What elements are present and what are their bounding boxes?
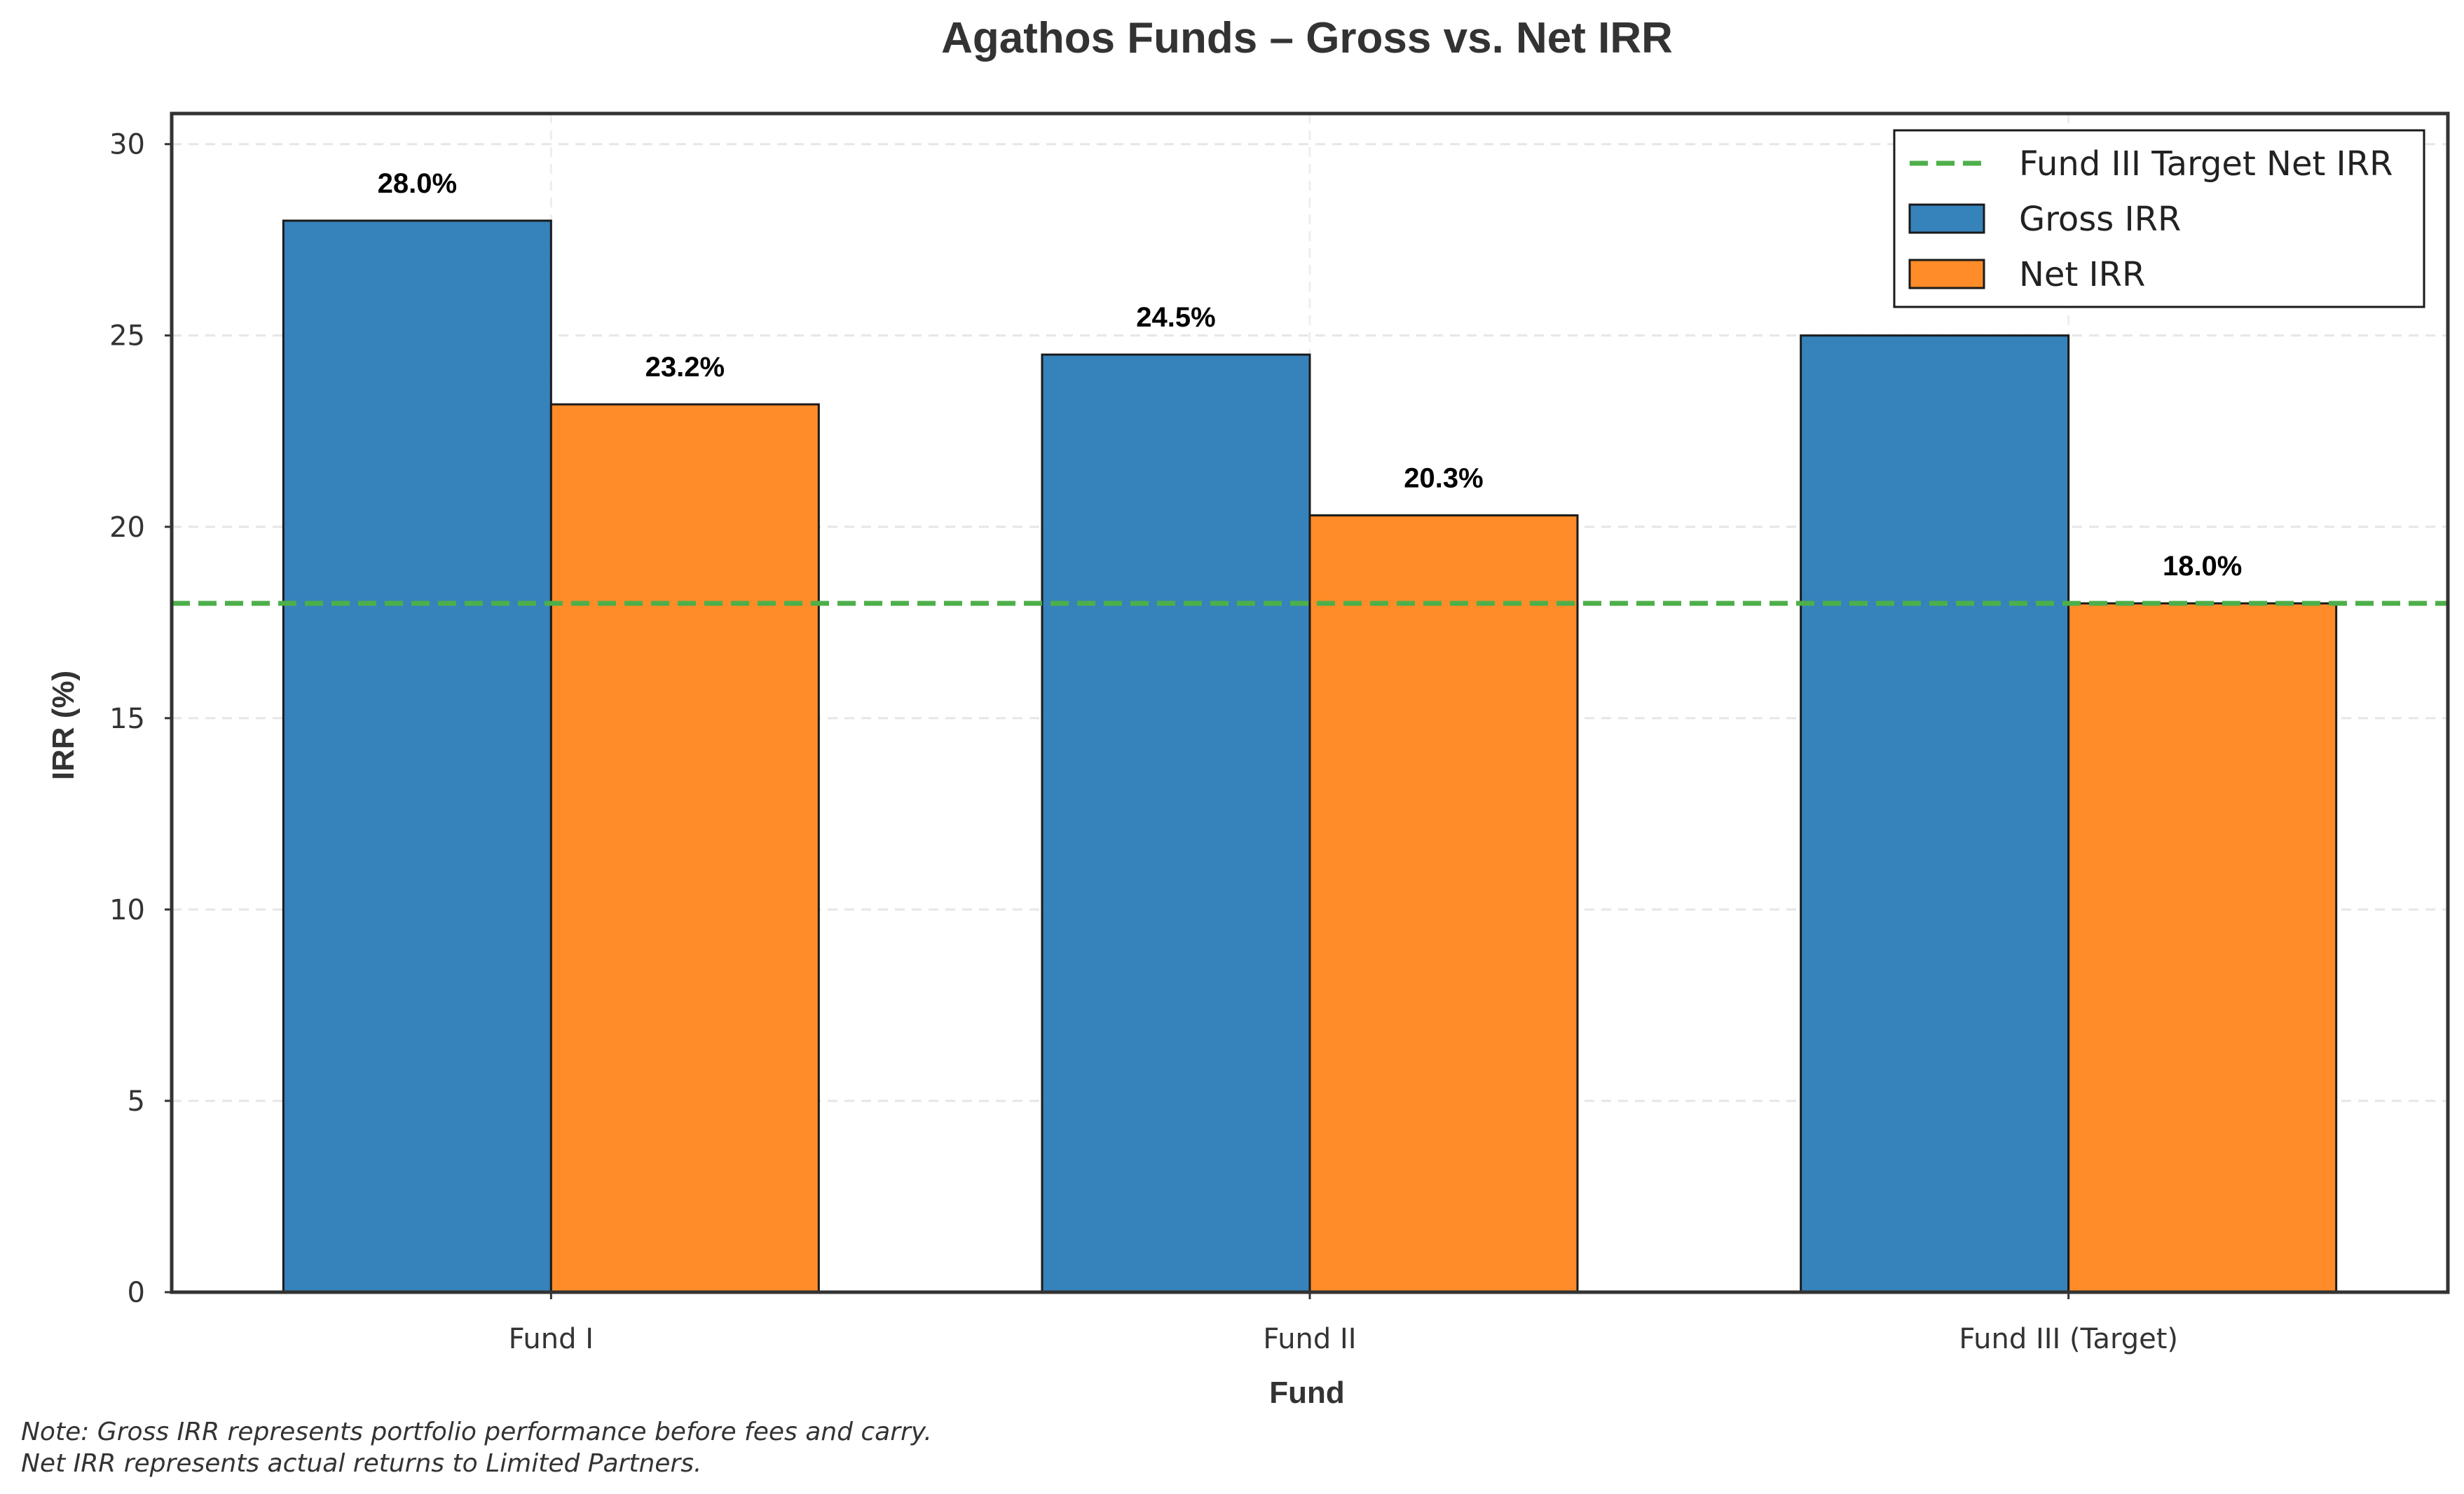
note-line-2: Net IRR represents actual returns to Lim… <box>21 1449 701 1478</box>
note-line-1: Note: Gross IRR represents portfolio per… <box>21 1418 932 1446</box>
legend: Fund III Target Net IRR Gross IRR Net IRR <box>1893 129 2425 308</box>
x-tick-label: Fund I <box>509 1323 594 1355</box>
gross-irr-bar <box>1800 334 2070 1294</box>
y-tick-label: 15 <box>109 703 145 735</box>
bars <box>282 219 2338 1294</box>
legend-target-label: Fund III Target Net IRR <box>2019 144 2393 184</box>
y-tick-label: 5 <box>128 1085 145 1118</box>
plot-frame <box>170 111 2450 1294</box>
gross-irr-bar <box>282 219 552 1294</box>
legend-net-label: Net IRR <box>2019 255 2145 294</box>
gross-irr-bar <box>1041 353 1311 1294</box>
y-tick-label: 10 <box>109 894 145 926</box>
gross-irr-data-label: 28.0% <box>378 168 457 199</box>
net-irr-bar <box>2067 602 2338 1294</box>
y-axis-label: IRR (%) <box>46 671 81 780</box>
net-irr-bar <box>1308 514 1579 1294</box>
x-axis-ticks: Fund I Fund II Fund III (Target) <box>509 1292 2178 1355</box>
net-irr-data-label: 23.2% <box>645 352 725 383</box>
net-irr-data-label: 20.3% <box>1404 462 1483 493</box>
x-axis-label: Fund <box>1269 1376 1345 1410</box>
x-tick-label: Fund III (Target) <box>1959 1323 2178 1355</box>
net-irr-bar <box>549 403 820 1294</box>
net-irr-data-label: 18.0% <box>2163 551 2242 582</box>
y-axis-ticks: 0 5 10 15 20 25 30 <box>109 129 172 1309</box>
chart-title: Agathos Funds – Gross vs. Net IRR <box>941 14 1673 62</box>
y-tick-label: 20 <box>109 512 145 544</box>
gross-irr-data-label: 24.5% <box>1136 302 1215 333</box>
x-tick-label: Fund II <box>1263 1323 1356 1355</box>
legend-net-swatch <box>1908 259 1985 289</box>
legend-gross-swatch <box>1908 203 1985 234</box>
y-tick-label: 0 <box>128 1277 145 1309</box>
y-tick-label: 25 <box>109 320 145 352</box>
y-tick-label: 30 <box>109 129 145 161</box>
legend-gross-label: Gross IRR <box>2019 200 2181 239</box>
